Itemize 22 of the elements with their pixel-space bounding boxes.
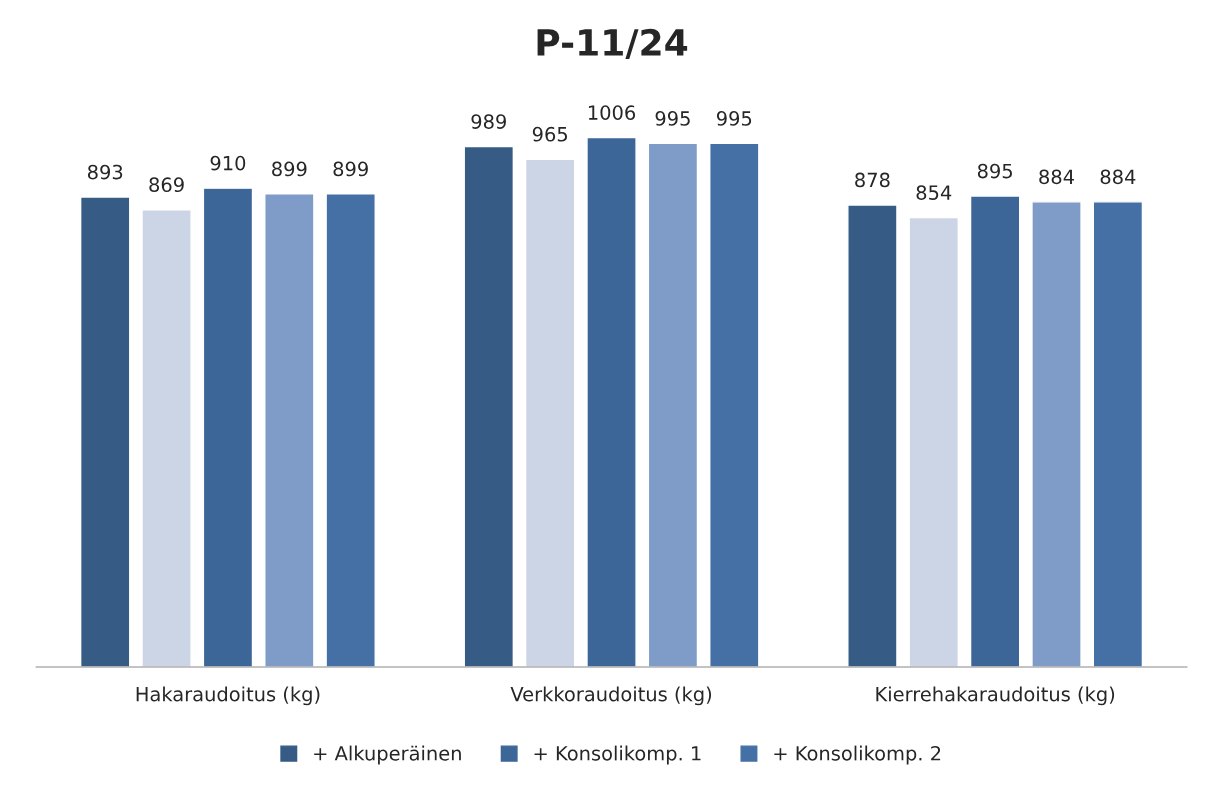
data-label: 965 [532, 126, 568, 142]
data-label: 869 [149, 177, 184, 193]
legend-label: + Konsolikomp. 2 [774, 745, 941, 765]
data-label: 995 [716, 111, 752, 126]
data-label: 893 [87, 164, 123, 180]
data-label: 899 [272, 161, 307, 177]
legend-label: + Alkuperäinen [314, 745, 461, 765]
data-label: 1006 [588, 105, 636, 120]
data-label: 884 [1100, 169, 1136, 185]
legend-label: + Konsolikomp. 1 [534, 745, 701, 765]
data-label: 995 [655, 111, 690, 126]
data-label: 895 [977, 163, 1012, 179]
data-label: 884 [1039, 169, 1074, 185]
data-label: 989 [471, 114, 506, 129]
chart-title: P-11/24 [537, 28, 688, 59]
x-tick-label: Hakaraudoitus (kg) [136, 686, 320, 706]
data-label: 878 [855, 172, 890, 188]
data-label: 854 [916, 185, 952, 200]
x-tick-label: Verkkoraudoitus (kg) [510, 686, 712, 706]
data-label: 910 [210, 155, 246, 171]
data-label: 899 [333, 161, 368, 177]
x-tick-label: Kierrehakaraudoitus (kg) [876, 686, 1115, 706]
